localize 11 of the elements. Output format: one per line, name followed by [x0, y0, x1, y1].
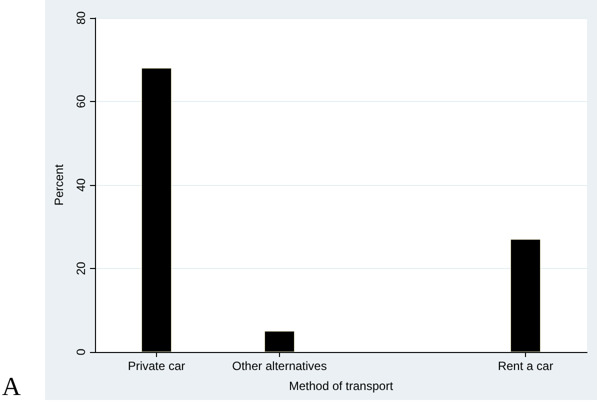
x-tick-label: Private car [128, 359, 186, 373]
y-axis-title: Percent [52, 164, 66, 206]
y-tick-label: 80 [74, 11, 88, 25]
text: A [2, 372, 21, 402]
y-tick-label: 0 [74, 348, 88, 356]
x-axis-title: Method of transport [288, 379, 394, 393]
y-tick-label: 60 [74, 94, 88, 108]
x-tick-label: Other alternatives [232, 359, 327, 373]
x-tick-label: Rent a car [498, 359, 554, 373]
y-tick-label: 20 [74, 262, 88, 276]
y-tick-label: 40 [74, 178, 88, 192]
